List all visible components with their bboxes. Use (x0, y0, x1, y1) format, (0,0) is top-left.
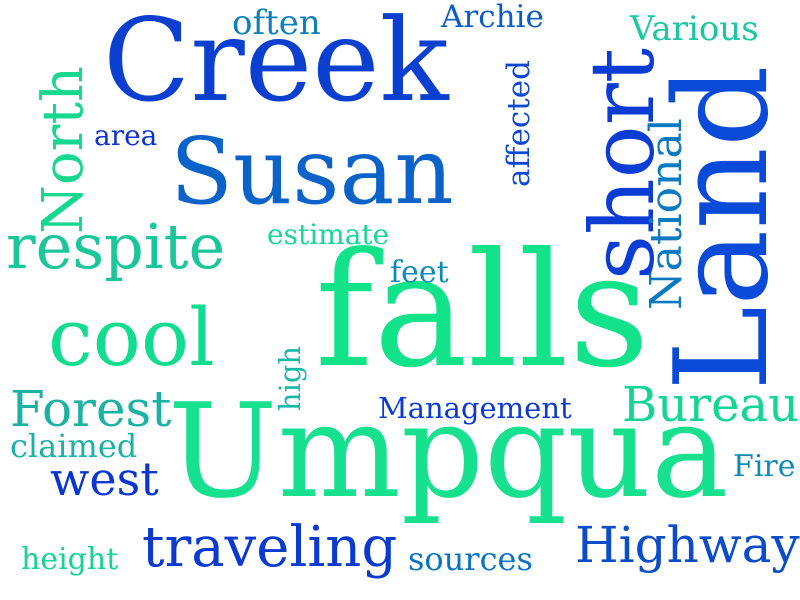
word-affected: affected (500, 60, 537, 187)
word-west: west (50, 452, 159, 506)
word-management: Management (378, 391, 572, 425)
word-fire: Fire (733, 449, 796, 484)
word-cool: cool (48, 291, 215, 384)
word-height: height (21, 542, 119, 577)
word-feet: feet (390, 255, 449, 290)
word-often: often (232, 3, 321, 43)
word-area: area (94, 119, 158, 152)
word-umpqua: Umpqua (168, 375, 729, 527)
word-bureau: Bureau (622, 377, 800, 433)
word-claimed: claimed (10, 427, 138, 465)
word-creek: Creek (103, 0, 449, 127)
word-estimate: estimate (267, 218, 390, 251)
word-respite: respite (6, 210, 226, 283)
word-national: National (640, 118, 692, 310)
word-north: North (31, 65, 97, 235)
word-falls: falls (315, 219, 650, 403)
word-highway: Highway (575, 516, 800, 574)
word-sources: sources (408, 540, 533, 578)
word-susan: Susan (170, 118, 454, 225)
word-high: high (273, 345, 308, 412)
word-traveling: traveling (142, 515, 398, 580)
word-forest: Forest (10, 380, 172, 438)
word-archie: Archie (441, 0, 544, 35)
word-various: Various (630, 9, 759, 49)
